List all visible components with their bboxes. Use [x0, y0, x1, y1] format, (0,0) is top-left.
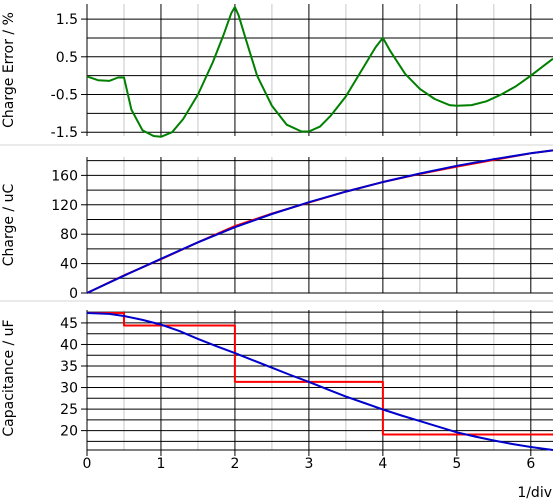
- series-line-0: [87, 312, 553, 436]
- x-axis-title: 1/div: [517, 485, 552, 501]
- y-axis-title: Charge Error / %: [1, 12, 17, 128]
- y-axis-title: Capacitance / uF: [1, 319, 17, 436]
- x-tick-label: 2: [230, 456, 239, 472]
- y-tick-label: -0.5: [51, 88, 78, 104]
- y-tick-label: 160: [51, 168, 78, 184]
- y-tick-label: 0.5: [56, 50, 78, 66]
- series-line-1: [86, 312, 553, 451]
- x-tick-label: 3: [304, 456, 313, 472]
- y-tick-label: -1.5: [51, 125, 78, 141]
- x-tick-label: 6: [526, 456, 535, 472]
- y-tick-label: 45: [60, 316, 78, 332]
- y-tick-label: 40: [60, 257, 78, 273]
- y-tick-label: 25: [60, 402, 78, 418]
- y-tick-label: 35: [60, 359, 78, 375]
- y-tick-label: 30: [60, 381, 78, 397]
- y-tick-label: 120: [51, 198, 78, 214]
- y-tick-label: 40: [60, 337, 78, 353]
- panel-charge: 0 40 80 120 160 Charge / uC: [1, 149, 553, 302]
- y-tick-label: 0: [69, 286, 78, 302]
- y-tick-label: 1.5: [56, 12, 78, 28]
- series-line-0: [86, 6, 553, 138]
- x-tick-label: 4: [378, 456, 387, 472]
- y-tick-label: 80: [60, 227, 78, 243]
- x-tick-label: 5: [452, 456, 461, 472]
- x-tick-label: 1: [157, 456, 166, 472]
- y-tick-label: 20: [60, 424, 78, 440]
- y-axis-title: Charge / uC: [1, 184, 17, 267]
- x-tick-label: 0: [83, 456, 92, 472]
- panel-charge-error: 1.5 0.5 -0.5 -1.5 Charge Error / %: [1, 4, 553, 141]
- series-line-0: [86, 149, 553, 294]
- series-line-1: [86, 149, 553, 294]
